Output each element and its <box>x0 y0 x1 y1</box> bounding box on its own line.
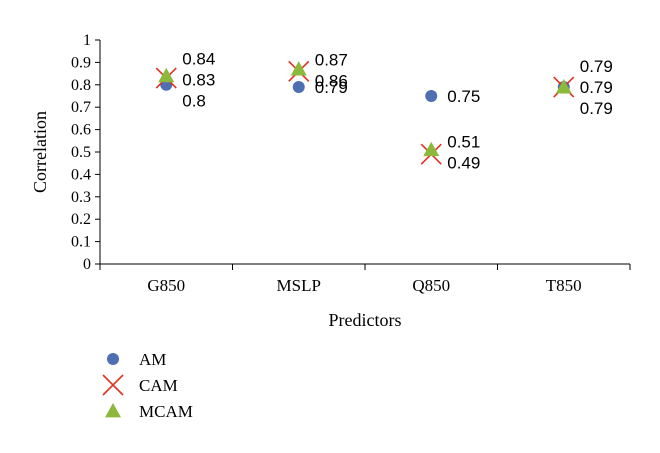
mcam-data-label: 0.79 <box>580 57 613 76</box>
y-tick-label: 0.3 <box>71 189 91 206</box>
y-tick-label: 0 <box>83 256 91 273</box>
legend-am-marker <box>107 353 119 365</box>
legend-mcam-marker <box>105 403 121 418</box>
legend-cam-marker <box>102 374 124 396</box>
cam-data-label: 0.83 <box>182 71 215 90</box>
cam-data-label: 0.86 <box>315 72 348 91</box>
legend-cam-label: CAM <box>139 376 178 395</box>
y-tick-label: 0.8 <box>71 77 91 94</box>
am-data-label: 0.79 <box>315 78 348 97</box>
axes: 0 0.1 0.2 0.3 0.4 0.5 0.6 0.7 0.8 0.9 1 G850 MSLP Q85… <box>30 32 631 330</box>
mcam-data-label: 0.84 <box>182 50 215 69</box>
am-data-label: 0.75 <box>447 87 480 106</box>
y-tick-label: 0.6 <box>71 122 91 139</box>
am-data-label: 0.79 <box>580 99 613 118</box>
legend-mcam-label: MCAM <box>139 402 193 421</box>
x-tick-label: T850 <box>546 276 582 295</box>
am-point <box>292 81 305 94</box>
y-tick-label: 1 <box>83 32 91 49</box>
y-tick-label: 0.2 <box>71 211 91 228</box>
legend-cam-marker-stroke <box>102 374 124 396</box>
mcam-point <box>158 67 175 83</box>
mcam-point <box>290 61 307 76</box>
legend-am-label: AM <box>139 350 166 369</box>
legend: AM CAM MCAM <box>102 350 193 421</box>
x-tick-label: Q850 <box>412 276 450 295</box>
am-data-label: 0.8 <box>182 92 206 111</box>
y-tick-label: 0.4 <box>71 166 91 183</box>
data-labels: 0.840.830.80.870.860.79 0.750.510.490.790… <box>182 50 613 173</box>
mcam-data-label: 0.51 <box>447 133 480 152</box>
cam-data-label: 0.79 <box>580 78 613 97</box>
mcam-data-label: 0.87 <box>315 51 348 70</box>
marks <box>155 60 575 165</box>
am-point <box>425 90 438 102</box>
y-tick-label: 0.9 <box>71 54 91 71</box>
x-axis-title: Predictors <box>329 310 402 330</box>
y-tick-label: 0.5 <box>71 144 91 161</box>
x-tick-label: MSLP <box>277 276 321 295</box>
mcam-point <box>423 141 440 157</box>
mcam-point <box>555 79 572 94</box>
y-tick-label: 0.7 <box>71 99 91 116</box>
y-axis-title: Correlation <box>30 111 50 193</box>
y-tick-label: 0.1 <box>71 234 91 251</box>
cam-data-label: 0.49 <box>447 154 480 173</box>
x-tick-label: G850 <box>147 276 185 295</box>
